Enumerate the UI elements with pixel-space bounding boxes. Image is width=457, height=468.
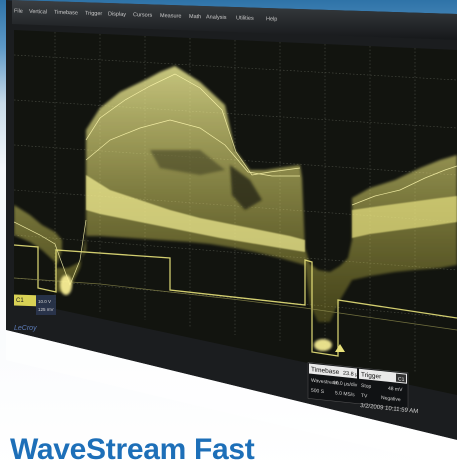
waveform-traces	[14, 73, 457, 286]
trigger-marker-icon	[335, 344, 345, 352]
menu-item-math[interactable]: Math	[189, 14, 201, 20]
menu-item-measure[interactable]: Measure	[160, 13, 181, 20]
trigger-mode: Stop	[361, 383, 371, 390]
menu-item-cursors[interactable]: Cursors	[133, 12, 152, 19]
trigger-channel-badge	[396, 373, 406, 383]
channel-value: 10.0 V	[38, 299, 51, 304]
monitor-reflection	[6, 330, 457, 468]
timebase-per-div: 10.0 μs/div	[333, 380, 358, 389]
timebase-value: 23.8 μs	[343, 371, 361, 379]
waveform-core-right	[352, 196, 457, 238]
timebase-descriptor[interactable]: Timebase 23.8 μs Wavestream 10.0 μs/div …	[309, 363, 361, 398]
acquisition-panel: Timebase 23.8 μs Wavestream 10.0 μs/div …	[307, 362, 409, 410]
trigger-channel-label: C1	[398, 376, 405, 383]
timebase-mode: Wavestream	[311, 378, 339, 387]
menu-item-file[interactable]: File	[14, 8, 23, 14]
channel-badge	[14, 294, 36, 307]
timebase-rate: 5.0 MS/s	[335, 390, 355, 398]
trigger-descriptor[interactable]: Trigger C1 Stop 48 mV TV Negative	[359, 368, 407, 404]
trigger-slope: Negative	[381, 395, 401, 403]
timebase-samples: 500 S	[311, 388, 325, 395]
baseline-trace	[14, 277, 457, 331]
menu-item-display[interactable]: Display	[108, 11, 126, 18]
timebase-label: Timebase	[311, 366, 340, 376]
trigger-level: 48 mV	[388, 386, 403, 394]
pulse-highlight	[60, 275, 72, 295]
waveform-core	[86, 175, 305, 252]
menu-item-help[interactable]: Help	[266, 16, 277, 22]
pulse-highlight-2	[314, 339, 332, 351]
channel-values-box	[36, 295, 56, 315]
waveform-shadow-2	[150, 150, 225, 175]
menu-item-utilities[interactable]: Utilities	[236, 15, 254, 22]
menu-item-analysis[interactable]: Analysis	[206, 14, 227, 21]
channel-offset: 125 mV	[38, 307, 54, 312]
channel-info-panel[interactable]: C1 10.0 V 125 mV	[14, 294, 56, 315]
gate-pulse-trace	[14, 244, 457, 357]
headline: WaveStream Fast	[10, 433, 255, 466]
menu-bar	[12, 0, 457, 40]
menu-item-vertical[interactable]: Vertical	[29, 9, 47, 16]
trigger-type: TV	[361, 393, 368, 400]
channel-badge-label: C1	[16, 298, 24, 304]
trigger-label: Trigger	[361, 371, 382, 380]
menu-item-timebase[interactable]: Timebase	[54, 10, 78, 17]
menu-bar-items: File Vertical Timebase Trigger Display C…	[14, 8, 277, 22]
lecroy-logo: LeCroy	[14, 325, 37, 332]
menu-item-trigger[interactable]: Trigger	[85, 11, 102, 18]
waveform-shadow	[230, 165, 262, 210]
